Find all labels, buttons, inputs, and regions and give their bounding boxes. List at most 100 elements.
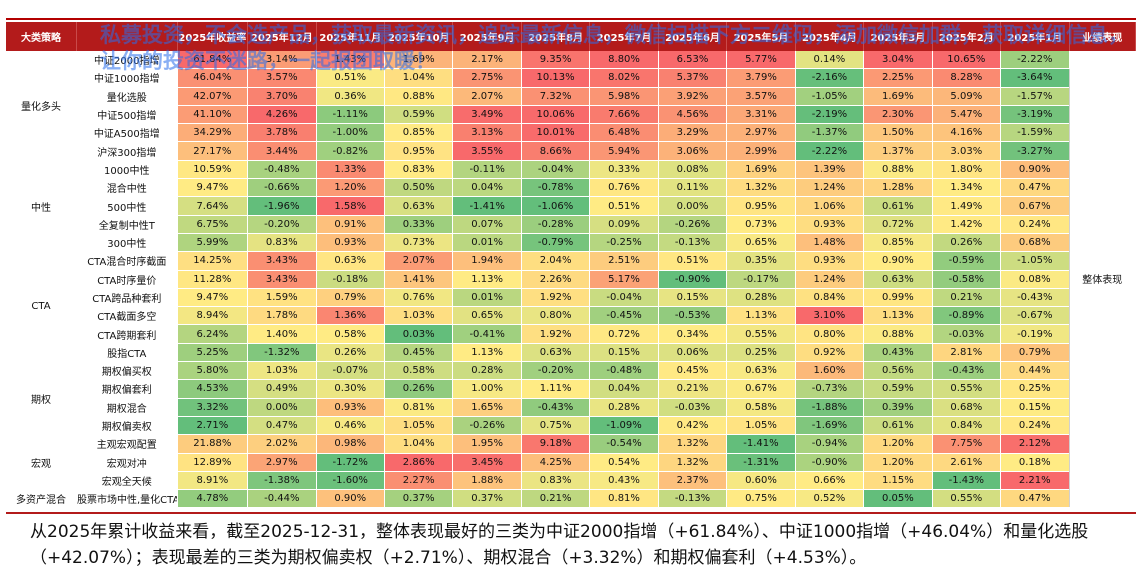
table-row: 期权偏卖权 2.71% 0.47% 0.46% 1.05% -0.26% 0.75% -1.0… bbox=[6, 416, 1136, 436]
column-header: 2025年6月 bbox=[658, 22, 728, 51]
monthly-return-cell: 7.32% bbox=[521, 87, 591, 106]
monthly-return-cell: 0.06% bbox=[658, 343, 728, 363]
table-row: 量化多头 中证2000指增 61.84% 3.14% 1.43% 1.69% 2.17% 9.… bbox=[6, 49, 1136, 509]
monthly-return-cell: -0.04% bbox=[521, 159, 591, 180]
monthly-return-cell: 2.26% bbox=[521, 270, 591, 289]
strategy-name: 期权混合 bbox=[75, 398, 178, 417]
monthly-return-cell: 1.13% bbox=[452, 343, 522, 363]
column-header: 2025年8月 bbox=[521, 22, 591, 51]
monthly-return-cell: 1.49% bbox=[932, 196, 1002, 216]
monthly-return-cell: 0.67% bbox=[1000, 196, 1070, 216]
monthly-return-cell: 8.02% bbox=[589, 68, 659, 88]
monthly-return-cell: 0.85% bbox=[863, 233, 933, 253]
annual-return-cell: 9.47% bbox=[177, 288, 249, 308]
table-row: 中证1000指增 46.04% 3.57% 0.51% 1.04% 2.75% 10.13%… bbox=[6, 68, 1136, 88]
monthly-return-cell: -1.41% bbox=[726, 434, 796, 454]
monthly-return-cell: 1.04% bbox=[384, 68, 454, 88]
monthly-return-cell: 3.43% bbox=[247, 270, 317, 289]
monthly-return-cell: -0.43% bbox=[932, 361, 1002, 381]
monthly-return-cell: 0.59% bbox=[384, 105, 454, 125]
monthly-return-cell: 1.03% bbox=[247, 361, 317, 381]
monthly-return-cell: -1.38% bbox=[247, 471, 317, 491]
monthly-return-cell: 1.42% bbox=[932, 215, 1002, 234]
monthly-return-cell: 1.06% bbox=[795, 196, 865, 216]
monthly-return-cell: 0.37% bbox=[384, 489, 454, 509]
monthly-return-cell: 1.32% bbox=[726, 178, 796, 198]
monthly-return-cell: -0.28% bbox=[521, 215, 591, 234]
top-rule bbox=[6, 18, 1136, 20]
monthly-return-cell: 2.02% bbox=[247, 434, 317, 454]
monthly-return-cell: 4.56% bbox=[658, 105, 728, 125]
monthly-return-cell: 0.36% bbox=[316, 87, 385, 106]
monthly-return-cell: 7.66% bbox=[589, 105, 659, 125]
monthly-return-cell: 0.83% bbox=[521, 471, 591, 491]
monthly-return-cell: 10.13% bbox=[521, 68, 591, 88]
monthly-return-cell: 1.92% bbox=[521, 288, 591, 308]
monthly-return-cell: 0.24% bbox=[1000, 215, 1070, 234]
monthly-return-cell: 0.43% bbox=[589, 471, 659, 491]
monthly-return-cell: 0.93% bbox=[795, 215, 865, 234]
strategy-name: 宏观对冲 bbox=[75, 453, 178, 472]
monthly-return-cell: 0.55% bbox=[932, 379, 1002, 399]
monthly-return-cell: -2.22% bbox=[795, 141, 865, 161]
monthly-return-cell: 2.17% bbox=[452, 49, 522, 70]
monthly-return-cell: -1.41% bbox=[452, 196, 522, 216]
monthly-return-cell: 0.61% bbox=[863, 196, 933, 216]
monthly-return-cell: 0.81% bbox=[589, 489, 659, 509]
monthly-return-cell: 0.84% bbox=[795, 288, 865, 308]
monthly-return-cell: -1.37% bbox=[795, 123, 865, 143]
monthly-return-cell: 0.58% bbox=[384, 361, 454, 381]
monthly-return-cell: -3.64% bbox=[1000, 68, 1070, 88]
monthly-return-cell: 1.24% bbox=[795, 178, 865, 198]
monthly-return-cell: 0.04% bbox=[452, 178, 522, 198]
table-row: 300中性 5.99% 0.83% 0.93% 0.73% 0.01% -0.79% -0.2… bbox=[6, 233, 1136, 253]
monthly-return-cell: 0.75% bbox=[726, 489, 796, 509]
monthly-return-cell: -0.20% bbox=[247, 215, 317, 234]
monthly-return-cell: 7.75% bbox=[932, 434, 1002, 454]
monthly-return-cell: 0.04% bbox=[589, 379, 659, 399]
monthly-return-cell: -0.13% bbox=[658, 233, 728, 253]
monthly-return-cell: 0.90% bbox=[1000, 159, 1070, 180]
annual-return-cell: 8.91% bbox=[177, 471, 249, 491]
monthly-return-cell: 2.04% bbox=[521, 251, 591, 271]
monthly-return-cell: 0.95% bbox=[384, 141, 454, 161]
monthly-return-cell: 0.63% bbox=[521, 343, 591, 363]
monthly-return-cell: 2.30% bbox=[863, 105, 933, 125]
monthly-return-cell: 6.53% bbox=[658, 49, 728, 70]
column-header: 2025年2月 bbox=[932, 22, 1002, 51]
monthly-return-cell: 0.76% bbox=[384, 288, 454, 308]
table-row: 期权偏套利 4.53% 0.49% 0.30% 0.26% 1.00% 1.11% 0.04%… bbox=[6, 379, 1136, 399]
column-header bbox=[76, 22, 178, 51]
monthly-return-cell: -0.90% bbox=[795, 453, 865, 472]
monthly-return-cell: 0.43% bbox=[863, 343, 933, 363]
monthly-return-cell: 0.56% bbox=[863, 361, 933, 381]
monthly-return-cell: 3.43% bbox=[247, 251, 317, 271]
monthly-return-cell: 0.49% bbox=[247, 379, 317, 399]
monthly-return-cell: 8.80% bbox=[589, 49, 659, 70]
monthly-return-cell: 9.35% bbox=[521, 49, 591, 70]
monthly-return-cell: 0.26% bbox=[932, 233, 1002, 253]
monthly-return-cell: 0.61% bbox=[863, 416, 933, 436]
table-row: 期权混合 3.32% 0.00% 0.93% 0.81% 1.65% -0.43% 0.28%… bbox=[6, 398, 1136, 417]
monthly-return-cell: 1.94% bbox=[452, 251, 522, 271]
monthly-return-cell: 1.13% bbox=[863, 306, 933, 326]
annual-return-cell: 2.71% bbox=[177, 416, 249, 436]
monthly-return-cell: 0.21% bbox=[658, 379, 728, 399]
monthly-return-cell: 1.20% bbox=[863, 453, 933, 472]
monthly-return-cell: -0.13% bbox=[658, 489, 728, 509]
annual-return-cell: 34.29% bbox=[177, 123, 249, 143]
monthly-return-cell: 0.25% bbox=[1000, 379, 1070, 399]
monthly-return-cell: -0.48% bbox=[247, 159, 317, 180]
strategy-category: 中性 bbox=[6, 159, 77, 253]
strategy-name: 宏观全天候 bbox=[75, 471, 178, 491]
monthly-return-cell: 2.81% bbox=[932, 343, 1002, 363]
monthly-return-cell: 0.58% bbox=[726, 398, 796, 417]
monthly-return-cell: 2.51% bbox=[589, 251, 659, 271]
column-header: 2025年3月 bbox=[863, 22, 933, 51]
monthly-return-cell: 3.10% bbox=[795, 306, 865, 326]
monthly-return-cell: 0.93% bbox=[316, 233, 385, 253]
annual-return-cell: 7.64% bbox=[177, 196, 249, 216]
conclusion-text: 从2025年累计收益来看，截至2025-12-31，整体表现最好的三类为中证20… bbox=[30, 522, 1089, 568]
annual-return-cell: 21.88% bbox=[177, 434, 249, 454]
monthly-return-cell: 0.47% bbox=[1000, 489, 1070, 509]
